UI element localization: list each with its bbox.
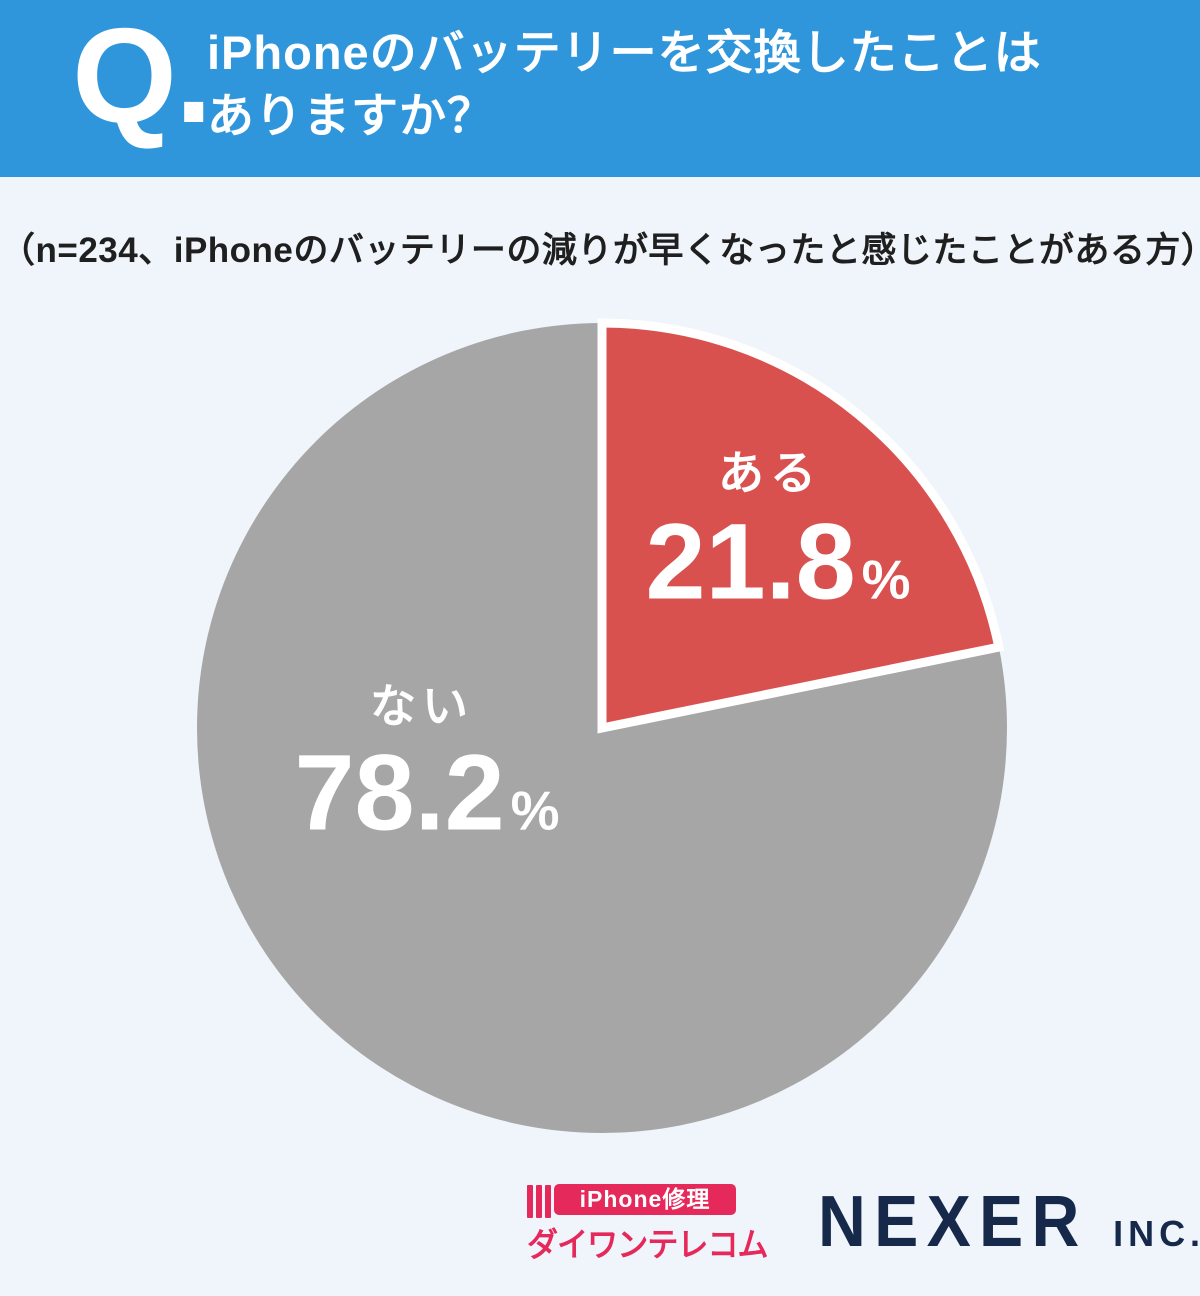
slice-value-nai-percent-sign: %	[510, 779, 560, 842]
question-header: Q. iPhoneのバッテリーを交換したことは ありますか？	[0, 0, 1200, 177]
slice-value-aru-number: 21.8	[645, 500, 856, 622]
question-title: iPhoneのバッテリーを交換したことは ありますか？	[207, 22, 1042, 147]
nexer-name: NEXER	[818, 1182, 1088, 1262]
pie-slice-aru	[597, 318, 1005, 734]
slice-label-nai: ない	[370, 680, 474, 732]
q-mark: Q.	[72, 0, 213, 151]
daiwan-bars-icon	[527, 1185, 554, 1218]
slice-value-nai: 78.2%	[294, 730, 559, 855]
iphone-repair-badge: iPhone修理	[554, 1184, 736, 1215]
nexer-logo: NEXER INC.	[818, 1186, 1200, 1258]
daiwan-name: ダイワンテレコム	[527, 1226, 769, 1263]
daiwan-telecom-logo: iPhone修理 ダイワンテレコム	[527, 1184, 777, 1263]
question-title-line1: iPhoneのバッテリーを交換したことは	[207, 26, 1042, 79]
sample-note: （n=234、iPhoneのバッテリーの減りが早くなったと感じたことがある方）	[0, 231, 1200, 270]
slice-value-aru: 21.8%	[645, 499, 910, 624]
slice-value-aru-percent-sign: %	[861, 548, 911, 611]
question-title-line2: ありますか？	[207, 88, 495, 142]
slice-value-nai-number: 78.2	[294, 731, 505, 853]
slice-label-aru: ある	[718, 447, 822, 499]
nexer-inc-suffix: INC.	[1113, 1213, 1200, 1254]
